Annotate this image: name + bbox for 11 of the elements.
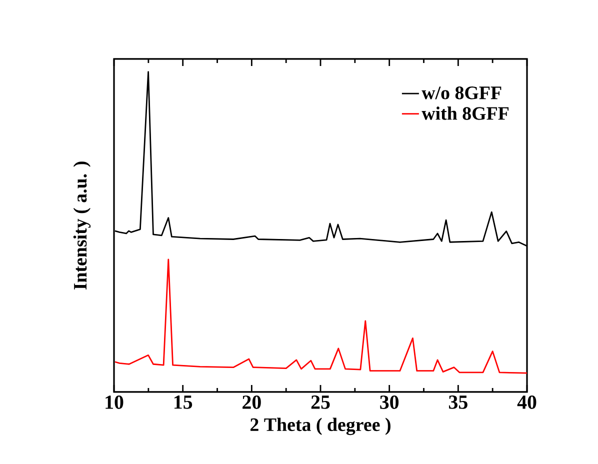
x-tick-label: 35 (448, 396, 468, 409)
x-tick-label: 30 (380, 396, 399, 409)
x-tick-label: 15 (174, 396, 192, 409)
legend-label: with 8GFF (422, 106, 509, 120)
x-tick-label: 40 (517, 396, 536, 409)
legend-label: w/o 8GFF (422, 86, 502, 100)
x-tick-label: 20 (242, 396, 261, 409)
x-tick-label: 25 (311, 396, 330, 409)
x-axis-title: 2 Theta ( degree ) (250, 418, 390, 436)
x-tick-label: 10 (106, 396, 124, 409)
y-axis-title: Intensity ( a.u. ) (73, 162, 91, 290)
